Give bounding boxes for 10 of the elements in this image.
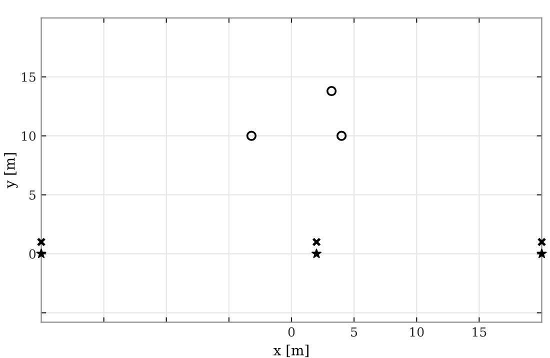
y-tick-label: 15 (22, 72, 36, 82)
x-tick-label: 10 (410, 327, 424, 337)
y-tick-label: 5 (30, 190, 36, 200)
x-tick-label: 0 (288, 327, 295, 337)
y-tick-label: 0 (29, 249, 36, 259)
y-tick-label: 10 (22, 131, 36, 141)
x-tick-label: 15 (472, 327, 486, 337)
x-tick-label: 5 (351, 327, 358, 337)
x-axis-title: x [m] (274, 344, 308, 358)
y-axis-title: y [m] (4, 153, 18, 188)
